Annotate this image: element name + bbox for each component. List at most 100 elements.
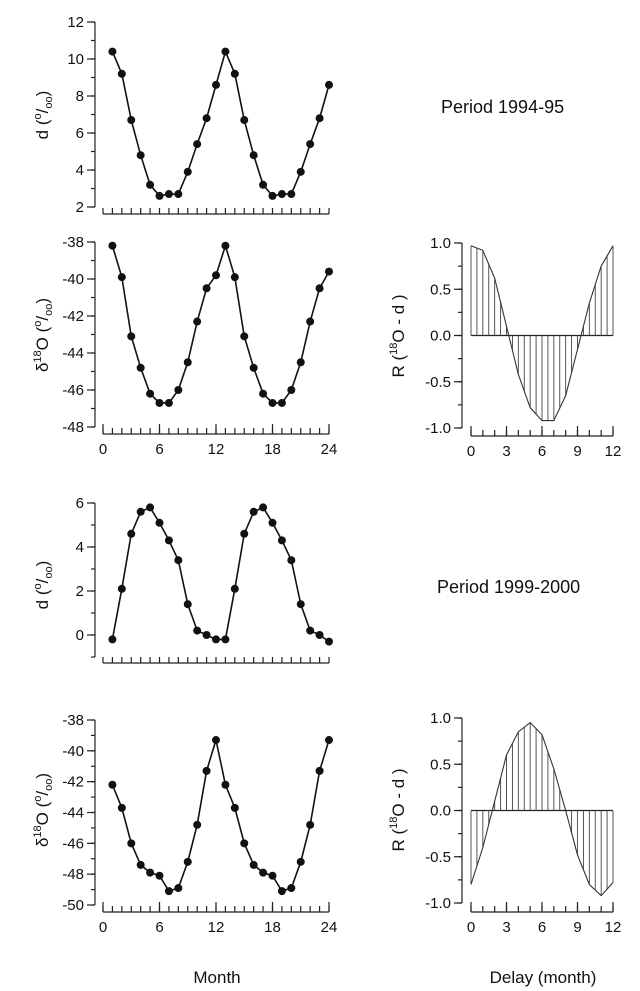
data-point: [277, 887, 286, 896]
x-tick-label: 24: [321, 441, 338, 458]
data-point: [164, 887, 173, 896]
series-line: [111, 506, 330, 643]
y-tick-label: -46: [62, 835, 84, 852]
data-point: [315, 631, 324, 639]
data-point: [277, 398, 286, 407]
data-point: [164, 190, 173, 199]
x-tick-label: 6: [155, 441, 163, 458]
data-point: [325, 736, 333, 745]
data-point: [221, 241, 230, 250]
data-point: [315, 284, 324, 293]
o18-axis-sup2: o: [32, 321, 44, 327]
series-line: [111, 49, 330, 197]
panel-d-1994-95: 2 4 6 8 10 12: [67, 14, 333, 216]
data-point: [146, 503, 155, 512]
data-point: [127, 116, 136, 125]
x-tick-label: 24: [321, 919, 338, 936]
x-tick-label: 0: [467, 919, 475, 936]
data-point: [136, 151, 145, 160]
d-axis-close: ): [33, 91, 52, 97]
o18-axis-close: ): [33, 298, 52, 304]
x-tick-label: 6: [155, 919, 163, 936]
data-point: [117, 273, 126, 282]
x-tick-label: 12: [605, 919, 622, 936]
y-tick-label: -42: [62, 308, 84, 325]
data-point: [230, 273, 239, 282]
y-tick-label: -50: [62, 897, 84, 914]
y-tick-label: -40: [62, 743, 84, 760]
x-tick-label: 9: [573, 919, 581, 936]
data-point: [146, 389, 155, 398]
data-point: [136, 860, 145, 869]
y-tick-label: 6: [76, 125, 84, 142]
y-tick-label: 8: [76, 88, 84, 105]
data-point: [221, 635, 230, 644]
d-axis-sub: oo: [43, 96, 55, 108]
data-point: [183, 167, 192, 176]
d-axis-main: d (: [33, 119, 52, 139]
data-point: [127, 332, 136, 341]
x-tick-label: 18: [264, 919, 281, 936]
y-tick-label: -38: [62, 712, 84, 729]
panel-o18-1999-2000: -50 -48 -46 -44 -42 -40 -38 0 6 12 18 24: [62, 712, 337, 936]
y-tick-label: -44: [62, 345, 84, 362]
data-point: [174, 386, 183, 394]
o18-axis-close: ): [33, 773, 52, 779]
svg-text:d (o/oo): d (o/oo): [32, 561, 55, 610]
d-axis-slash: /: [33, 108, 52, 113]
data-point: [240, 839, 249, 848]
o18-axis-sup: 18: [32, 825, 44, 837]
data-point: [174, 190, 183, 199]
data-point: [108, 635, 117, 644]
svg-text:d (o/oo): d (o/oo): [32, 91, 55, 140]
d-axis-sup: o: [32, 113, 44, 119]
data-point: [249, 507, 258, 516]
y-tick-label: 12: [67, 14, 84, 31]
data-point: [259, 389, 268, 398]
r-axis-sup: 18: [388, 817, 400, 829]
d-axis-sub: oo: [43, 566, 55, 578]
y-tick-label: 4: [76, 162, 84, 179]
data-point: [296, 600, 305, 609]
data-point: [315, 766, 324, 775]
data-point: [193, 317, 202, 326]
data-point: [306, 626, 315, 635]
data-point: [117, 69, 126, 78]
data-point: [249, 363, 258, 372]
r-axis-main: R (: [389, 355, 408, 378]
o18-axis-delta: δ: [33, 363, 52, 372]
data-point: [202, 631, 211, 639]
o18-axis-title-1994: δ18O (o/oo): [32, 298, 55, 372]
y-tick-label: -42: [62, 774, 84, 791]
data-point: [296, 167, 305, 176]
data-point: [136, 507, 145, 516]
data-point: [268, 191, 277, 200]
data-point: [296, 857, 305, 866]
data-point: [108, 47, 117, 56]
data-point: [221, 780, 230, 789]
period-label-1999-2000: Period 1999-2000: [437, 577, 580, 597]
data-point: [230, 803, 239, 812]
y-tick-label: 1.0: [430, 710, 451, 727]
o18-axis-slash: /: [33, 316, 52, 321]
data-point: [287, 190, 296, 199]
o18-axis-delta: δ: [33, 838, 52, 847]
data-point: [277, 190, 286, 199]
y-tick-label: 4: [76, 539, 84, 556]
data-point: [164, 536, 173, 545]
o18-axis-sup2: o: [32, 796, 44, 802]
x-tick-label: 6: [538, 919, 546, 936]
r-axis-title-1999: R (18O - d ): [388, 768, 408, 851]
data-point: [155, 518, 164, 527]
d-axis-slash: /: [33, 578, 52, 583]
data-point: [202, 114, 211, 123]
y-tick-label: -40: [62, 271, 84, 288]
o18-axis-main: O (: [33, 801, 52, 825]
data-point: [127, 529, 136, 538]
x-tick-label: 3: [502, 443, 510, 460]
data-point: [212, 271, 220, 280]
o18-axis-title-1999: δ18O (o/oo): [32, 773, 55, 847]
data-point: [306, 820, 315, 829]
data-point: [240, 332, 249, 341]
